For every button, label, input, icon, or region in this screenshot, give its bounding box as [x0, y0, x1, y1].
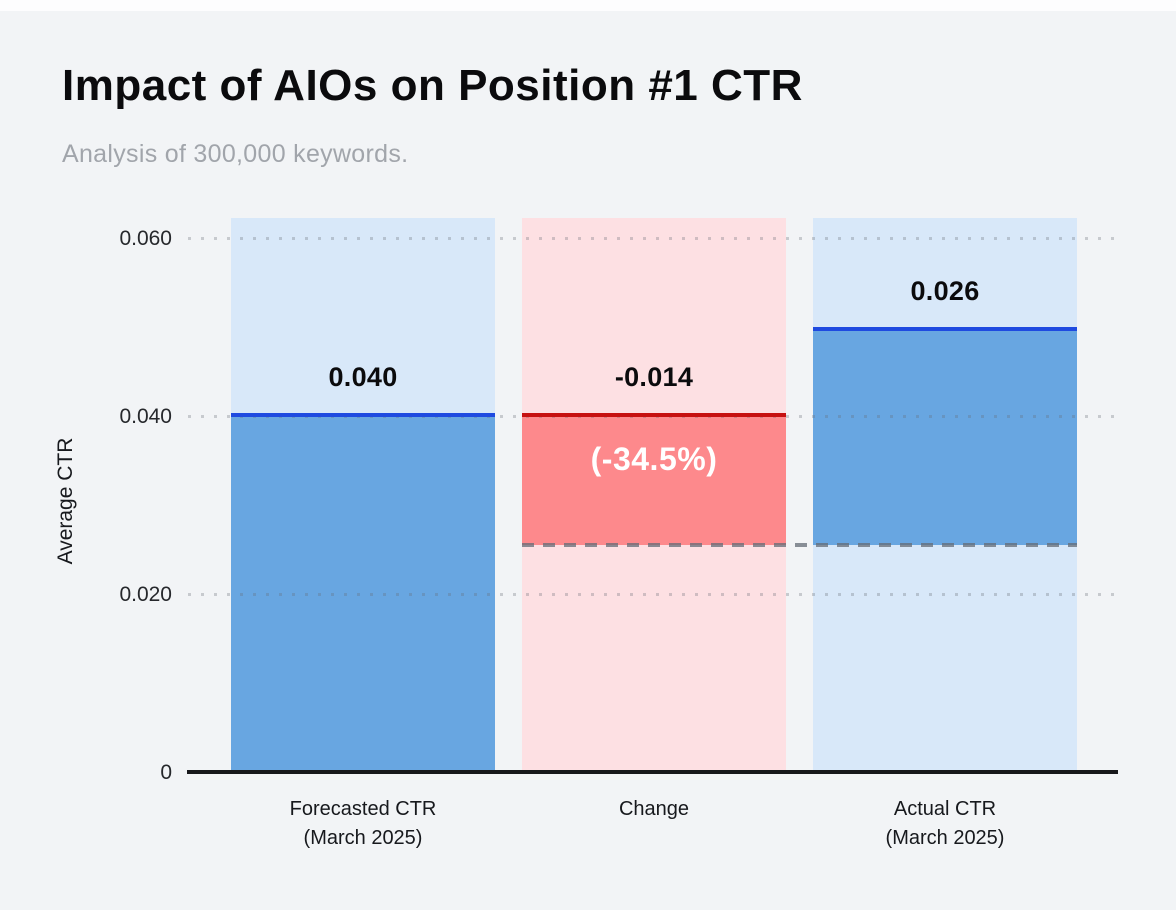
- bar-edge-line: [813, 327, 1077, 331]
- bar-fill: [813, 330, 1077, 545]
- x-category-label-line: Forecasted CTR: [289, 798, 437, 820]
- page-subtitle: Analysis of 300,000 keywords.: [62, 140, 409, 168]
- x-category-label-line: (March 2025): [303, 827, 423, 849]
- x-category-label-line: Actual CTR: [893, 798, 997, 820]
- x-category-label-line: Change: [618, 798, 690, 820]
- y-tick-label: 0.020: [119, 583, 172, 606]
- waterfall-connector-line: [522, 543, 1077, 547]
- y-tick-label: 0.040: [119, 405, 172, 428]
- gridline-0.040: [188, 415, 1118, 418]
- bar-fill: [522, 416, 786, 545]
- bar-edge-line: [522, 413, 786, 417]
- bar-edge-line: [231, 413, 495, 417]
- bar-annotation: (-34.5%): [590, 441, 718, 477]
- x-category-label: Change: [522, 795, 786, 824]
- y-tick-label: 0.060: [119, 227, 172, 250]
- y-tick-label: 0: [160, 761, 172, 784]
- bar-value-label: 0.026: [910, 276, 980, 306]
- gridline-0.020: [188, 593, 1118, 596]
- x-category-label: Forecasted CTR (March 2025): [231, 795, 495, 853]
- top-strip: [0, 0, 1176, 11]
- bar-value-label: 0.040: [328, 362, 398, 392]
- gridline-0.060: [188, 237, 1118, 240]
- x-axis-line: [187, 770, 1118, 774]
- x-category-label-line: (March 2025): [885, 827, 1005, 849]
- bar-value-label: -0.014: [614, 362, 694, 392]
- x-category-label: Actual CTR (March 2025): [813, 795, 1077, 853]
- page-title: Impact of AIOs on Position #1 CTR: [62, 61, 803, 110]
- bar-fill: [231, 416, 495, 770]
